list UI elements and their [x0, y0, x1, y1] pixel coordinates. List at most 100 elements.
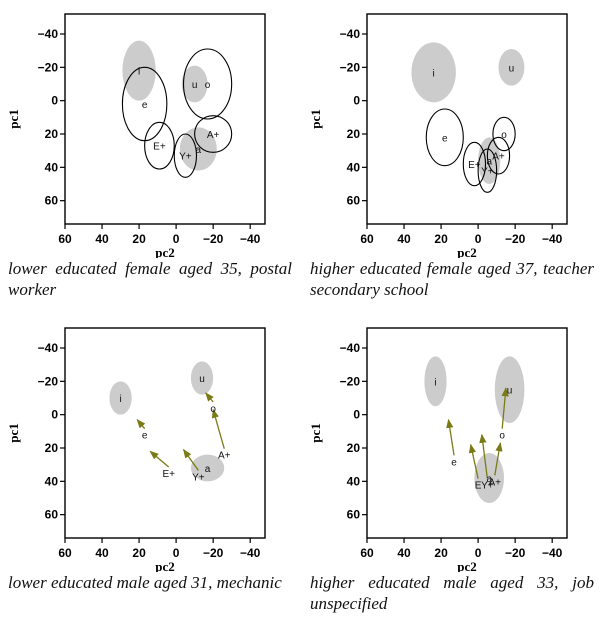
- vowel-label-i: i: [138, 67, 140, 78]
- vowel-ellipse-u: [498, 49, 525, 86]
- vowel-ellipse-yplus: [173, 133, 198, 178]
- y-tick-label: 0: [353, 408, 360, 422]
- y-tick-label: −40: [340, 341, 361, 355]
- y-axis-label: pc1: [6, 109, 21, 129]
- vowel-ellipse-u: [190, 361, 214, 395]
- x-tick-label: 40: [397, 546, 411, 560]
- arrow-e: [136, 418, 146, 430]
- vowel-label-u: u: [192, 80, 198, 91]
- x-tick-label: 40: [95, 232, 109, 246]
- x-tick-label: −40: [240, 232, 261, 246]
- x-tick-label: 20: [434, 546, 448, 560]
- x-tick-label: −20: [203, 232, 224, 246]
- y-axis-label: pc1: [308, 109, 323, 129]
- vowel-label-aplus: A+: [218, 451, 231, 462]
- vowel-ellipse-i: [411, 42, 456, 103]
- plot-frame: [366, 327, 568, 539]
- y-tick-label: 0: [51, 408, 58, 422]
- x-tick-label: 0: [475, 546, 482, 560]
- y-tick-label: −20: [38, 60, 59, 74]
- vowel-ellipse-u: [181, 65, 208, 103]
- chart-caption-1: lower educated female aged 35, postal wo…: [8, 259, 292, 299]
- x-tick-label: 40: [397, 232, 411, 246]
- vowel-ellipse-a: [179, 127, 217, 171]
- y-tick-label: −40: [38, 341, 59, 355]
- arrow-e: [468, 443, 479, 479]
- y-tick-label: 60: [347, 194, 361, 208]
- y-axis-label: pc1: [6, 423, 21, 443]
- y-axis-label: pc1: [308, 423, 323, 443]
- y-tick-label: 60: [45, 508, 59, 522]
- vowel-label-u: u: [507, 386, 513, 397]
- y-tick-label: 20: [347, 127, 361, 141]
- vowel-label-a: a: [486, 474, 492, 485]
- vowel-label-a: a: [205, 464, 211, 475]
- vowel-label-yplus: Y+: [192, 472, 205, 483]
- ellipse-layer: [411, 42, 525, 193]
- x-axis-label: pc2: [155, 559, 175, 572]
- arrow-e: [446, 418, 455, 456]
- chart-svg-2: −40 −20 0 20 40 60 60 40 20 0 −20 −40 pc2 pc1 i u e o A+aE…: [308, 13, 568, 258]
- vowel-label-aplus: A+: [207, 130, 220, 141]
- chart-panel-3: −40 −20 0 20 40 60 60 40 20 0 −20 −40 pc2 pc1 i u a o e A+ E…: [0, 314, 300, 627]
- x-axis-label: pc2: [155, 245, 175, 258]
- plot-frame: [64, 13, 266, 225]
- vowel-ellipse-i: [109, 381, 132, 415]
- chart-svg-4: −40 −20 0 20 40 60 60 40 20 0 −20 −40 pc2 pc1 i u a o e A+ E…: [308, 327, 568, 572]
- y-tick-label: 20: [45, 127, 59, 141]
- chart-panel-4: −40 −20 0 20 40 60 60 40 20 0 −20 −40 pc2 pc1 i u a o e A+ E…: [302, 314, 602, 627]
- x-tick-label: 60: [58, 232, 72, 246]
- vowel-label-yplus: Y+: [179, 152, 192, 163]
- vowel-ellipse-e: [425, 108, 464, 167]
- vowel-ellipse-o: [182, 48, 233, 120]
- vowel-ellipse-aplus: [486, 136, 511, 175]
- vowel-label-eplus: E+: [153, 142, 166, 153]
- vowel-ellipse-yplus: [477, 148, 498, 193]
- chart-caption-2: higher educated female aged 37, teacher …: [310, 259, 594, 299]
- y-tick-label: 60: [45, 194, 59, 208]
- y-tick-label: −20: [340, 60, 361, 74]
- vowel-ellipse-i: [122, 40, 156, 101]
- arrow-o: [205, 392, 214, 403]
- vowel-label-eplus: E+: [162, 469, 175, 480]
- vowel-label-i: i: [119, 394, 121, 405]
- y-tick-label: 20: [45, 441, 59, 455]
- vowel-ellipse-o: [492, 116, 516, 152]
- y-tick-label: 0: [51, 94, 58, 108]
- x-axis-label: pc2: [457, 559, 477, 572]
- vowel-label-i: i: [433, 68, 435, 79]
- x-tick-label: 60: [58, 546, 72, 560]
- vowel-label-aplus: A+: [492, 152, 505, 163]
- vowel-ellipse-eplus: [144, 121, 175, 170]
- chart-svg-1: −40 −20 0 20 40 60 60 40 20 0 −20 −40 pc2 pc1 i u o e A+ a E…: [6, 13, 266, 258]
- ellipse-layer: [121, 40, 233, 178]
- plot-frame: [366, 13, 568, 225]
- vowel-label-e: e: [451, 457, 457, 468]
- x-axis-label: pc2: [457, 245, 477, 258]
- vowel-ellipse-u: [494, 356, 525, 423]
- vowel-ellipse-a: [190, 454, 225, 482]
- y-tick-label: −40: [38, 27, 59, 41]
- x-tick-label: −40: [240, 546, 261, 560]
- vowel-label-o: o: [501, 130, 507, 141]
- y-tick-label: −20: [38, 374, 59, 388]
- chart-caption-3: lower educated male aged 31, mechanic: [8, 573, 282, 592]
- vowel-label-a: a: [486, 157, 492, 168]
- arrow-yplus: [479, 433, 489, 479]
- arrow-yplus: [182, 448, 199, 471]
- y-tick-label: 0: [353, 94, 360, 108]
- vowel-ellipse-aplus: [194, 115, 233, 153]
- x-tick-label: 0: [475, 232, 482, 246]
- y-tick-label: −40: [340, 27, 361, 41]
- plot-frame: [64, 327, 266, 539]
- vowel-label-a: a: [196, 145, 202, 156]
- vowel-label-u: u: [509, 63, 515, 74]
- vowel-label-e: E: [475, 481, 482, 492]
- vowel-label-yplus: Y+: [481, 167, 494, 178]
- vowel-label-o: o: [499, 431, 505, 442]
- x-tick-label: 60: [360, 546, 374, 560]
- chart-panel-1: −40 −20 0 20 40 60 60 40 20 0 −20 −40 pc2 pc1 i u o e A+ a E…: [0, 0, 300, 313]
- vowel-ellipse-eplus: [462, 141, 487, 187]
- x-tick-label: 0: [173, 232, 180, 246]
- y-tick-label: −20: [340, 374, 361, 388]
